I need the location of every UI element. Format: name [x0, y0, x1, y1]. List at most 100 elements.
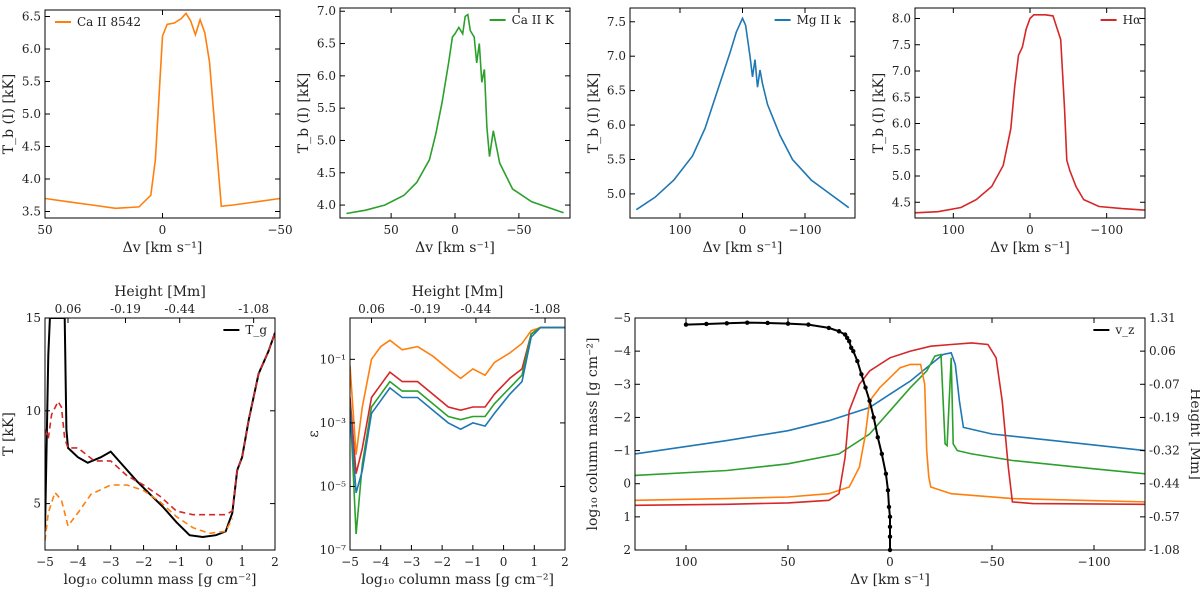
y-tick-label-p5-0: 5 [33, 497, 41, 511]
x-tick-label-p6-1: −4 [372, 555, 390, 569]
x-tick-label-p6-5: 0 [500, 555, 508, 569]
top-axis-label-p5: Height [Mm] [114, 284, 206, 300]
series-line-p5-1 [45, 332, 275, 516]
right-tick-label-p7-2: -0.07 [1149, 377, 1180, 391]
y-tick-label-p6-3: 10⁻¹ [320, 352, 346, 366]
x-tick-label-p3-2: −100 [789, 223, 822, 237]
top-tick-label-p6-1: -0.19 [410, 302, 441, 316]
right-tick-label-p7-1: 0.06 [1149, 344, 1176, 358]
y-tick-label-p1-2: 4.5 [22, 140, 41, 154]
series-line-p7-1 [635, 353, 1145, 477]
series-marker-p7-10 [844, 335, 850, 341]
axis-frame-p4 [914, 7, 1146, 219]
y-axis-label-p1: T_b (I) [kK] [1, 74, 17, 155]
x-tick-label-p5-4: −1 [168, 555, 186, 569]
y-tick-label-p6-1: 10⁻⁵ [320, 479, 347, 493]
series-marker-p7-1 [704, 321, 709, 327]
y-tick-label-p2-4: 6.0 [317, 69, 336, 83]
x-axis-label-p6: log₁₀ column mass [g cm⁻²] [361, 572, 554, 588]
y-tick-label-p4-4: 6.5 [892, 90, 911, 104]
y-tick-label-p6-0: 10⁻⁷ [320, 543, 347, 557]
y-tick-label-p3-5: 7.5 [607, 15, 626, 29]
y-tick-label-p1-1: 4.0 [22, 172, 41, 186]
x-tick-label-p5-5: 0 [205, 555, 213, 569]
series-marker-p7-2 [724, 321, 729, 326]
y-axis-label-p6: ε [306, 430, 322, 437]
x-axis-label-p4: Δv [km s⁻¹] [990, 240, 1070, 256]
x-tick-label-p1-2: −50 [267, 223, 292, 237]
y-tick-label-p1-5: 6.0 [22, 42, 41, 56]
x-tick-label-p1-1: 0 [159, 223, 167, 237]
series-marker-p7-23 [886, 504, 892, 510]
x-tick-label-p7-1: 50 [780, 555, 795, 569]
x-tick-label-p4-2: −100 [1090, 223, 1123, 237]
y-tick-label-p3-2: 6.0 [607, 118, 626, 132]
axis-frame-p5 [44, 317, 276, 551]
x-tick-label-p7-2: 0 [886, 555, 894, 569]
y-tick-label-p1-4: 5.5 [22, 75, 41, 89]
series-line-p4-0 [915, 14, 1145, 214]
chart-p4: 100 0 −100 4.5 5.0 5.5 6.0 6.5 7.0 7.5 8.0 Δv [km s… [871, 7, 1146, 256]
series-line-p5-0 [45, 318, 275, 539]
series-marker-p7-15 [859, 372, 864, 377]
top-tick-label-p6-2: -0.44 [461, 302, 492, 316]
chart-p7: 100 50 0 −50 −100 −5 −4 −3 −2 −1 0 1 2 1.31 0.06 -0.07 -… [585, 311, 1200, 588]
y-tick-label-p4-1: 5.0 [892, 169, 911, 183]
x-tick-label-p5-7: 2 [271, 555, 279, 569]
chart-p5: −5 −4 −3 −2 −1 0 1 2 5 10 15 0.06 -0.19 -0.44 -1.08 Hei… [1, 284, 279, 588]
x-tick-label-p6-3: −2 [433, 555, 451, 569]
y-tick-label-p1-6: 6.5 [22, 10, 41, 24]
x-tick-label-p7-4: −100 [1078, 555, 1111, 569]
right-tick-label-p7-5: -0.44 [1149, 477, 1180, 491]
right-tick-label-p7-6: -0.57 [1149, 510, 1180, 524]
y-tick-label-p7-4: −1 [613, 444, 631, 458]
series-line-p7-3 [635, 342, 1145, 507]
series-marker-p7-14 [855, 358, 860, 364]
x-tick-label-p1-0: 50 [37, 223, 52, 237]
right-tick-label-p7-3: -0.19 [1149, 410, 1180, 424]
x-tick-label-p4-1: 0 [1026, 223, 1034, 237]
series-marker-p7-3 [745, 320, 750, 325]
y-tick-label-p3-3: 6.5 [607, 84, 626, 98]
x-tick-label-p3-0: 100 [669, 223, 692, 237]
series-marker-p7-9 [842, 332, 848, 337]
series-line-p7-4 [685, 321, 891, 550]
series-marker-p7-7 [826, 325, 831, 331]
x-axis-label-p7: Δv [km s⁻¹] [850, 572, 930, 588]
legend-label-p5: T_g [245, 323, 267, 337]
legend-label-p1: Ca II 8542 [77, 15, 141, 29]
series-marker-p7-6 [806, 322, 811, 327]
x-tick-label-p5-3: −2 [135, 555, 153, 569]
series-marker-p7-25 [887, 524, 893, 529]
series-line-p6-3 [350, 326, 565, 494]
y-tick-label-p1-0: 3.5 [22, 205, 41, 219]
y-axis-label-p7: log₁₀ column mass [g cm⁻²] [585, 338, 601, 531]
series-line-p6-0 [350, 326, 565, 474]
axis-frame-p2 [339, 7, 571, 219]
series-line-p3-0 [635, 16, 850, 211]
series-marker-p7-18 [871, 415, 876, 420]
y-axis-label-p5: T [kK] [1, 412, 17, 456]
y-tick-label-p6-2: 10⁻³ [320, 416, 347, 430]
series-marker-p7-22 [885, 488, 891, 493]
y-axis-label-p4: T_b (I) [kK] [871, 73, 887, 154]
axis-frame-p6 [349, 317, 566, 551]
x-tick-label-p6-6: 1 [530, 555, 538, 569]
top-tick-label-p5-1: -0.19 [110, 302, 141, 316]
y-tick-label-p4-2: 5.5 [892, 143, 911, 157]
top-axis-label-p6: Height [Mm] [412, 284, 504, 300]
x-tick-label-p6-0: −5 [341, 555, 359, 569]
y-tick-label-p7-3: −2 [613, 410, 631, 424]
right-tick-label-p7-4: -0.32 [1149, 444, 1180, 458]
y-tick-label-p7-2: −3 [613, 377, 631, 391]
series-line-p7-2 [635, 363, 1145, 503]
y-tick-label-p2-6: 7.0 [317, 4, 336, 18]
y-axis-label-p3: T_b (I) [kK] [586, 73, 602, 154]
x-tick-label-p2-1: 0 [451, 223, 459, 237]
legend-label-p2: Ca II K [512, 13, 555, 27]
legend-label-p3: Mg II k [797, 13, 842, 27]
y-tick-label-p4-6: 7.5 [892, 38, 911, 52]
series-marker-p7-17 [867, 398, 872, 404]
series-line-p5-2 [45, 484, 234, 541]
